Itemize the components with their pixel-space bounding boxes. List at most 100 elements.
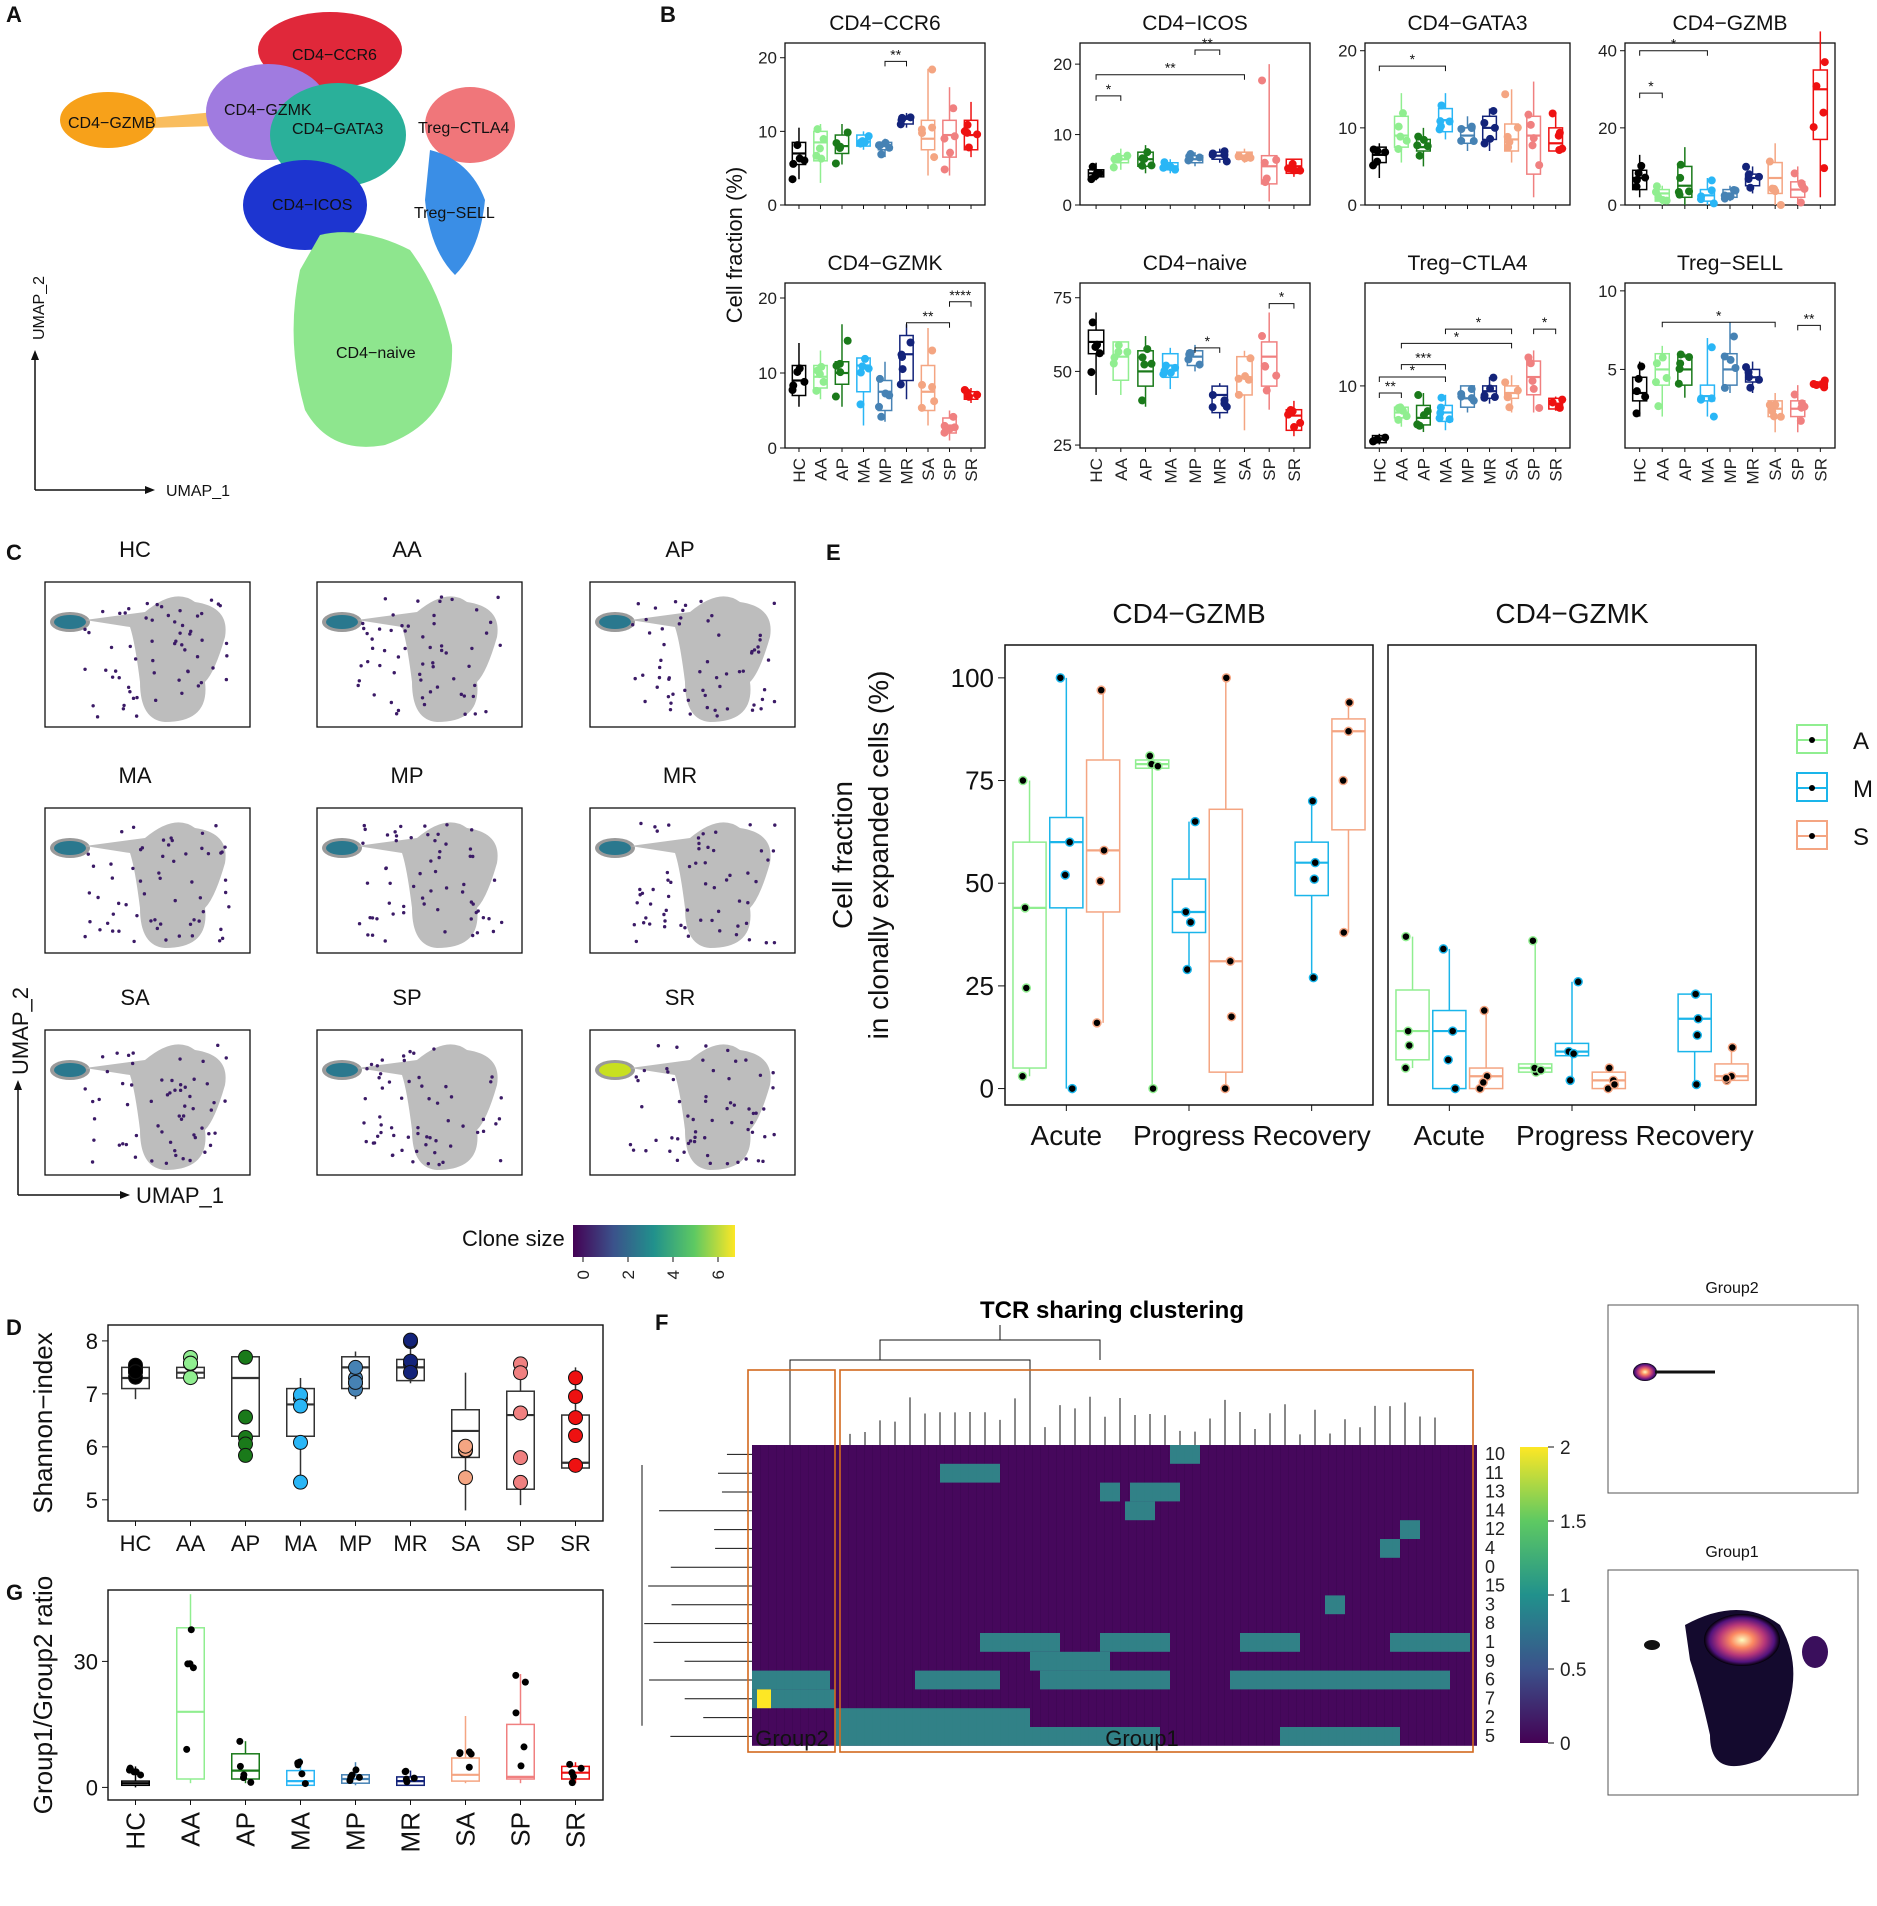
cluster-gzmb bbox=[60, 92, 156, 148]
clone-dot bbox=[177, 934, 182, 938]
e-box-A bbox=[1134, 755, 1170, 1089]
clone-dot bbox=[725, 1106, 729, 1111]
point-SA bbox=[918, 380, 927, 389]
point-AA bbox=[1394, 122, 1403, 131]
point-SA bbox=[928, 65, 937, 74]
e-point bbox=[1721, 1073, 1731, 1084]
clone-dot bbox=[83, 1087, 87, 1091]
umap-title-MA: MA bbox=[119, 763, 152, 788]
point-SA bbox=[1234, 390, 1243, 399]
clone-dot bbox=[188, 632, 192, 636]
clone-dot bbox=[121, 1142, 125, 1146]
clone-dot bbox=[188, 1158, 192, 1163]
xtick-MA: MA bbox=[284, 1531, 317, 1556]
point-SP bbox=[1528, 376, 1537, 385]
clone-dot bbox=[748, 823, 752, 827]
clone-dot bbox=[155, 602, 159, 607]
clone-dot bbox=[459, 692, 464, 697]
label-gzmk: CD4−GZMK bbox=[224, 102, 312, 119]
point-HC bbox=[1087, 368, 1096, 377]
clone-dot bbox=[710, 613, 714, 618]
row-label-5: 5 bbox=[1485, 1726, 1495, 1746]
clone-dot bbox=[711, 1068, 716, 1073]
clone-dot bbox=[206, 851, 211, 856]
point-MP bbox=[1720, 352, 1729, 361]
cluster-sell bbox=[425, 150, 485, 275]
clone-dot bbox=[750, 708, 755, 712]
clone-dot bbox=[180, 643, 184, 647]
clone-dot bbox=[421, 635, 425, 639]
clone-dot bbox=[663, 919, 667, 923]
clone-dot bbox=[224, 641, 229, 646]
clone-dot bbox=[83, 934, 87, 939]
clone-dot bbox=[691, 1117, 695, 1122]
clone-dot bbox=[728, 873, 732, 878]
sig-bracket bbox=[949, 301, 972, 307]
clone-dot bbox=[158, 922, 163, 926]
e-point bbox=[1568, 1048, 1579, 1059]
clone-dot bbox=[431, 664, 435, 669]
e-box-M-box bbox=[1677, 993, 1712, 1053]
label-icos: CD4−ICOS bbox=[272, 197, 352, 214]
point-HC bbox=[1634, 169, 1643, 178]
clone-dot bbox=[499, 1096, 503, 1100]
umap-hot-gzmb bbox=[326, 615, 358, 629]
box-SP-box bbox=[1526, 115, 1542, 175]
e-point bbox=[1221, 673, 1232, 683]
clone-dot bbox=[173, 1088, 177, 1092]
clone-dot bbox=[190, 880, 194, 884]
clone-dot bbox=[399, 1096, 404, 1100]
point-MR bbox=[1480, 118, 1489, 127]
clone-dot bbox=[131, 866, 135, 871]
point-SP bbox=[1798, 180, 1807, 189]
sig-bracket bbox=[1797, 324, 1821, 331]
clone-dot bbox=[448, 1144, 453, 1148]
density-frame bbox=[1607, 1304, 1859, 1494]
point-SP bbox=[513, 1450, 528, 1466]
e-box-M-box bbox=[1294, 841, 1329, 897]
ytick-label: 20 bbox=[1338, 42, 1357, 61]
point-MR bbox=[1744, 373, 1753, 382]
umap-a-xlabel: UMAP_1 bbox=[166, 483, 230, 500]
point-MA bbox=[1160, 366, 1169, 375]
point-HC bbox=[789, 381, 798, 390]
clone-dot bbox=[428, 645, 432, 650]
ytick-label: 40 bbox=[1598, 42, 1617, 61]
xtick-SR: SR bbox=[1285, 458, 1304, 482]
point-MP bbox=[1726, 355, 1735, 364]
e-point bbox=[1148, 1083, 1158, 1094]
clone-dot bbox=[150, 639, 154, 643]
xtick-MR: MR bbox=[898, 458, 917, 484]
umap-title-SA: SA bbox=[120, 985, 150, 1010]
clone-dot bbox=[773, 823, 777, 827]
point-AP bbox=[1138, 161, 1147, 170]
point-MR bbox=[1490, 123, 1499, 132]
point-SA bbox=[465, 1748, 473, 1756]
e-box-A bbox=[1517, 940, 1553, 1073]
clone-dot bbox=[224, 677, 229, 682]
ytick-label: 25 bbox=[1053, 436, 1072, 455]
point-SP bbox=[1796, 198, 1805, 207]
clone-dot bbox=[214, 824, 218, 828]
xtick-HC: HC bbox=[790, 458, 809, 483]
clone-dot bbox=[439, 644, 444, 648]
group1-box bbox=[839, 1369, 1474, 1753]
label-ccr6: CD4−CCR6 bbox=[292, 47, 377, 64]
facet-CD4−GZMB: CD4−GZMB 0 20 40 * * bbox=[1598, 12, 1836, 215]
e-point bbox=[1400, 1063, 1411, 1073]
clone-dot bbox=[416, 599, 420, 603]
clone-dot bbox=[473, 683, 477, 688]
xtick-AA: AA bbox=[1112, 457, 1131, 480]
point-MA bbox=[1436, 409, 1445, 418]
xtick-SR: SR bbox=[561, 1812, 591, 1848]
point-AP bbox=[238, 1409, 253, 1425]
clone-dot bbox=[90, 1160, 95, 1164]
xtick-MA: MA bbox=[1161, 457, 1180, 483]
point-MA bbox=[1436, 117, 1445, 126]
umap-cloud bbox=[60, 12, 515, 447]
panel-label-a: A bbox=[6, 2, 22, 27]
point-AA bbox=[813, 125, 822, 134]
clone-dot bbox=[209, 1108, 213, 1112]
clone-dot bbox=[419, 678, 423, 682]
e-point bbox=[1145, 751, 1155, 761]
